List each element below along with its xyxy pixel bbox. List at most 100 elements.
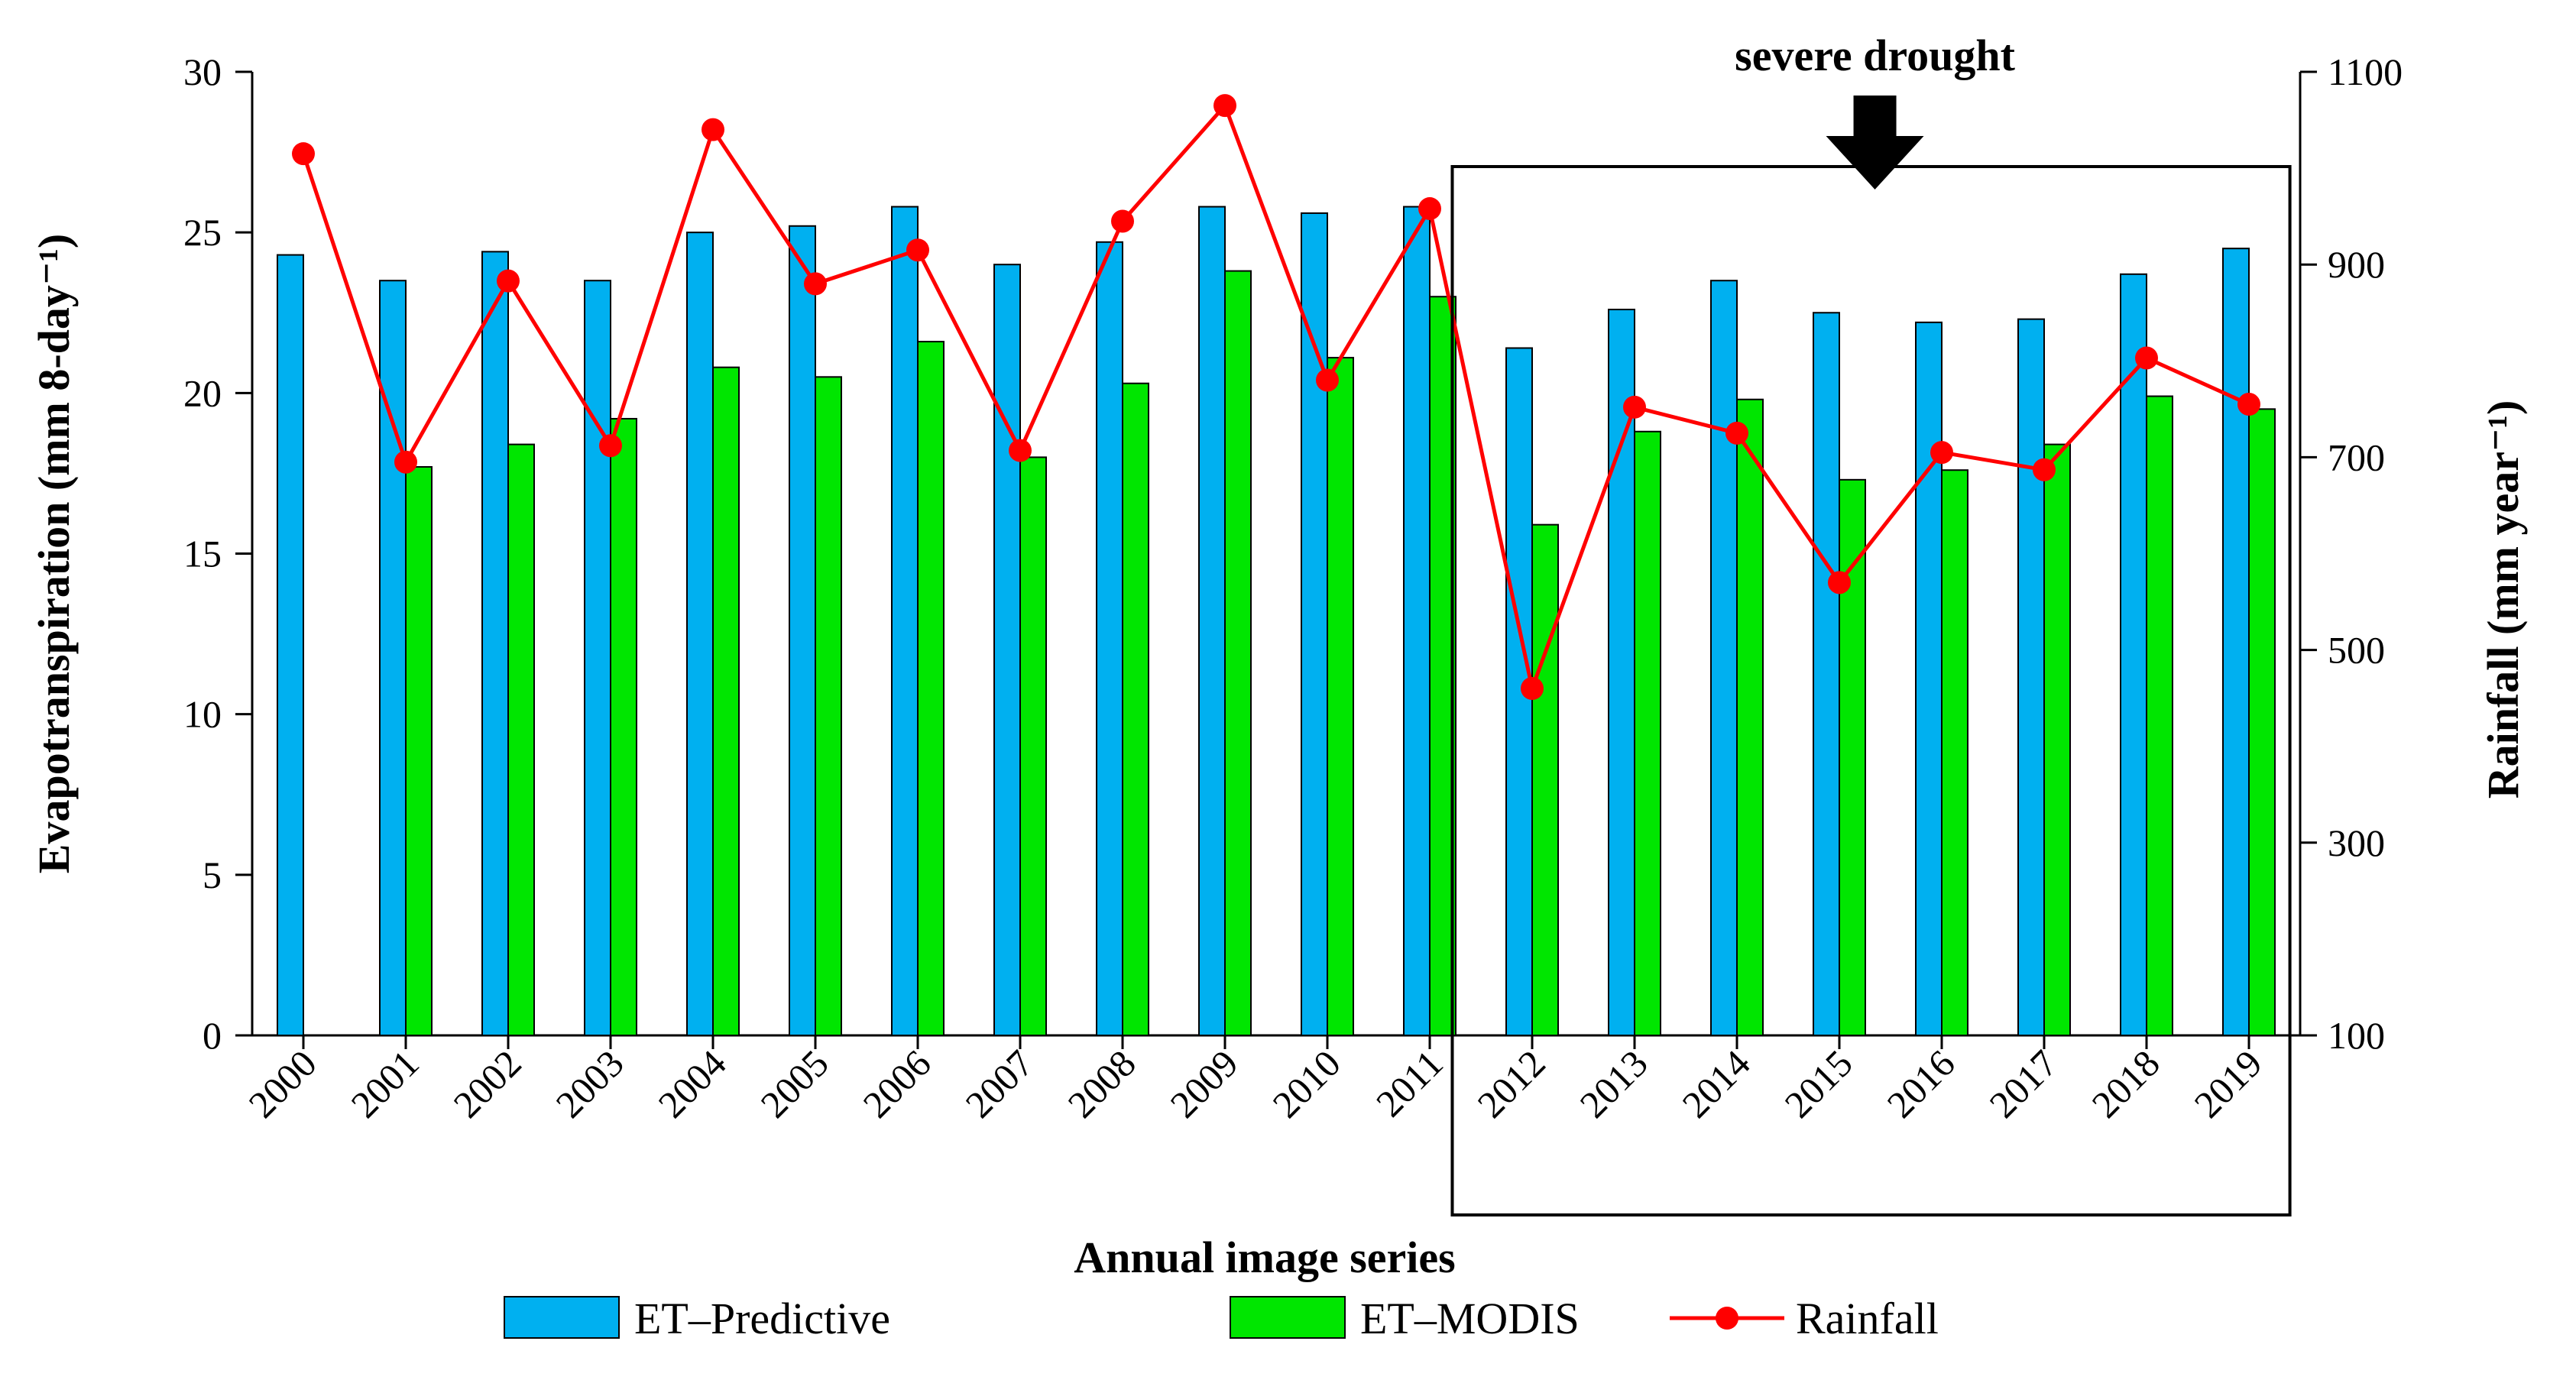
rainfall-point bbox=[1623, 395, 1646, 419]
bar-et-predictive bbox=[993, 264, 1021, 1036]
bar-et-predictive bbox=[1301, 212, 1328, 1036]
bar-et-predictive bbox=[481, 251, 509, 1036]
left-tick-label: 10 bbox=[183, 693, 222, 736]
x-tick-label: 2011 bbox=[1368, 1041, 1451, 1125]
bar-et-predictive bbox=[277, 254, 304, 1036]
bar-et-modis bbox=[1122, 382, 1149, 1036]
legend-label: Rainfall bbox=[1796, 1294, 1939, 1343]
rainfall-point bbox=[1009, 439, 1032, 462]
drought-annotation: severe drought bbox=[1450, 31, 2292, 1216]
bar-et-predictive bbox=[1096, 241, 1123, 1037]
rainfall-point bbox=[1521, 677, 1544, 701]
bar-et-modis bbox=[1634, 430, 1661, 1036]
left-tick-label: 20 bbox=[183, 371, 222, 414]
rainfall-point bbox=[394, 450, 417, 474]
left-tick-label: 15 bbox=[183, 533, 222, 575]
bar-et-modis bbox=[1019, 456, 1047, 1036]
right-tick-label: 700 bbox=[2328, 436, 2385, 478]
bar-et-predictive bbox=[2017, 318, 2045, 1036]
rainfall-point bbox=[2033, 458, 2056, 481]
bars bbox=[277, 206, 2276, 1037]
rainfall-point bbox=[804, 272, 827, 296]
right-tick-label: 300 bbox=[2328, 821, 2385, 864]
bar-et-modis bbox=[815, 376, 842, 1037]
x-tick-label: 2015 bbox=[1776, 1041, 1860, 1126]
legend-label: ET–Predictive bbox=[634, 1294, 890, 1343]
bar-et-predictive bbox=[686, 232, 714, 1037]
right-tick-label: 500 bbox=[2328, 629, 2385, 672]
x-tick-label: 2003 bbox=[547, 1041, 631, 1126]
x-tick-label: 2001 bbox=[342, 1041, 426, 1126]
bar-et-modis bbox=[1224, 270, 1252, 1036]
rainfall-point bbox=[1111, 209, 1134, 233]
arrow-down-icon bbox=[1826, 96, 1924, 190]
drought-label: severe drought bbox=[1735, 31, 2015, 80]
rainfall-point bbox=[1213, 94, 1236, 118]
left-tick-label: 30 bbox=[183, 50, 222, 93]
bar-et-predictive bbox=[1403, 206, 1431, 1036]
axis-titles: Annual image series Evapotranspiration (m… bbox=[29, 234, 2528, 1282]
x-tick-label: 2002 bbox=[445, 1041, 529, 1126]
rainfall-series-line bbox=[301, 102, 2250, 696]
bar-et-modis bbox=[1531, 523, 1559, 1036]
x-tick-label: 2012 bbox=[1469, 1041, 1553, 1126]
rainfall-point bbox=[1316, 368, 1339, 392]
left-axis-title: Evapotranspiration (mm 8-day⁻¹) bbox=[29, 234, 79, 873]
bar-et-predictive bbox=[1915, 321, 1943, 1036]
legend-marker bbox=[1716, 1307, 1738, 1330]
legend: ET–Predictive ET–MODIS Rainfall bbox=[504, 1294, 1939, 1343]
bar-et-modis bbox=[712, 366, 740, 1036]
bar-et-modis bbox=[1327, 357, 1354, 1036]
bar-et-predictive bbox=[2222, 248, 2250, 1036]
x-tick-label: 2014 bbox=[1674, 1041, 1758, 1126]
rainfall-point bbox=[1418, 197, 1441, 221]
x-tick-label: 2004 bbox=[650, 1041, 734, 1126]
legend-swatch bbox=[504, 1296, 620, 1339]
right-tick-label: 1100 bbox=[2328, 50, 2403, 93]
rainfall-point bbox=[1828, 571, 1851, 594]
x-tick-label: 2008 bbox=[1059, 1041, 1143, 1126]
bar-et-predictive bbox=[584, 280, 611, 1036]
bar-et-predictive bbox=[1710, 280, 1738, 1036]
x-tick-label: 2018 bbox=[2083, 1041, 2167, 1126]
rainfall-point bbox=[292, 142, 315, 166]
x-tick-label: 2010 bbox=[1264, 1041, 1348, 1126]
rainfall-point bbox=[497, 269, 520, 293]
x-tick-label: 2019 bbox=[2186, 1041, 2270, 1126]
bar-et-modis bbox=[405, 466, 433, 1036]
rainfall-point bbox=[702, 118, 724, 141]
right-tick-label: 900 bbox=[2328, 243, 2385, 286]
bar-et-modis bbox=[2248, 408, 2276, 1036]
left-tick-label: 0 bbox=[203, 1014, 222, 1057]
rainfall-line bbox=[292, 94, 2260, 701]
bar-et-predictive bbox=[2120, 273, 2147, 1036]
x-tick-label: 2013 bbox=[1571, 1041, 1655, 1126]
rainfall-point bbox=[1725, 421, 1748, 445]
left-tick-label: 5 bbox=[203, 854, 222, 896]
legend-label: ET–MODIS bbox=[1360, 1294, 1580, 1343]
bar-et-modis bbox=[1736, 398, 1764, 1036]
rainfall-point bbox=[906, 238, 929, 262]
x-axis-title: Annual image series bbox=[1074, 1233, 1455, 1282]
bar-et-modis bbox=[917, 341, 945, 1036]
bar-et-modis bbox=[2146, 395, 2173, 1036]
x-tick-label: 2016 bbox=[1878, 1041, 1962, 1126]
bar-et-predictive bbox=[891, 206, 919, 1036]
x-tick-label: 2009 bbox=[1162, 1041, 1246, 1126]
bar-et-predictive bbox=[1813, 312, 1840, 1036]
rainfall-point bbox=[2237, 393, 2260, 416]
legend-swatch bbox=[1230, 1296, 1346, 1339]
x-tick-label: 2007 bbox=[957, 1041, 1041, 1126]
bar-et-modis bbox=[610, 417, 637, 1036]
bar-et-modis bbox=[1941, 469, 1968, 1036]
right-axis-title: Rainfall (mm year⁻¹) bbox=[2478, 400, 2528, 799]
left-tick-label: 25 bbox=[183, 211, 222, 254]
x-tick-label: 2000 bbox=[240, 1041, 324, 1126]
right-tick-label: 100 bbox=[2328, 1014, 2385, 1057]
bar-et-predictive bbox=[789, 225, 816, 1036]
x-tick-label: 2017 bbox=[1981, 1041, 2065, 1126]
x-tick-label: 2005 bbox=[752, 1041, 836, 1126]
bar-et-modis bbox=[2043, 443, 2071, 1036]
rainfall-point bbox=[599, 434, 622, 458]
